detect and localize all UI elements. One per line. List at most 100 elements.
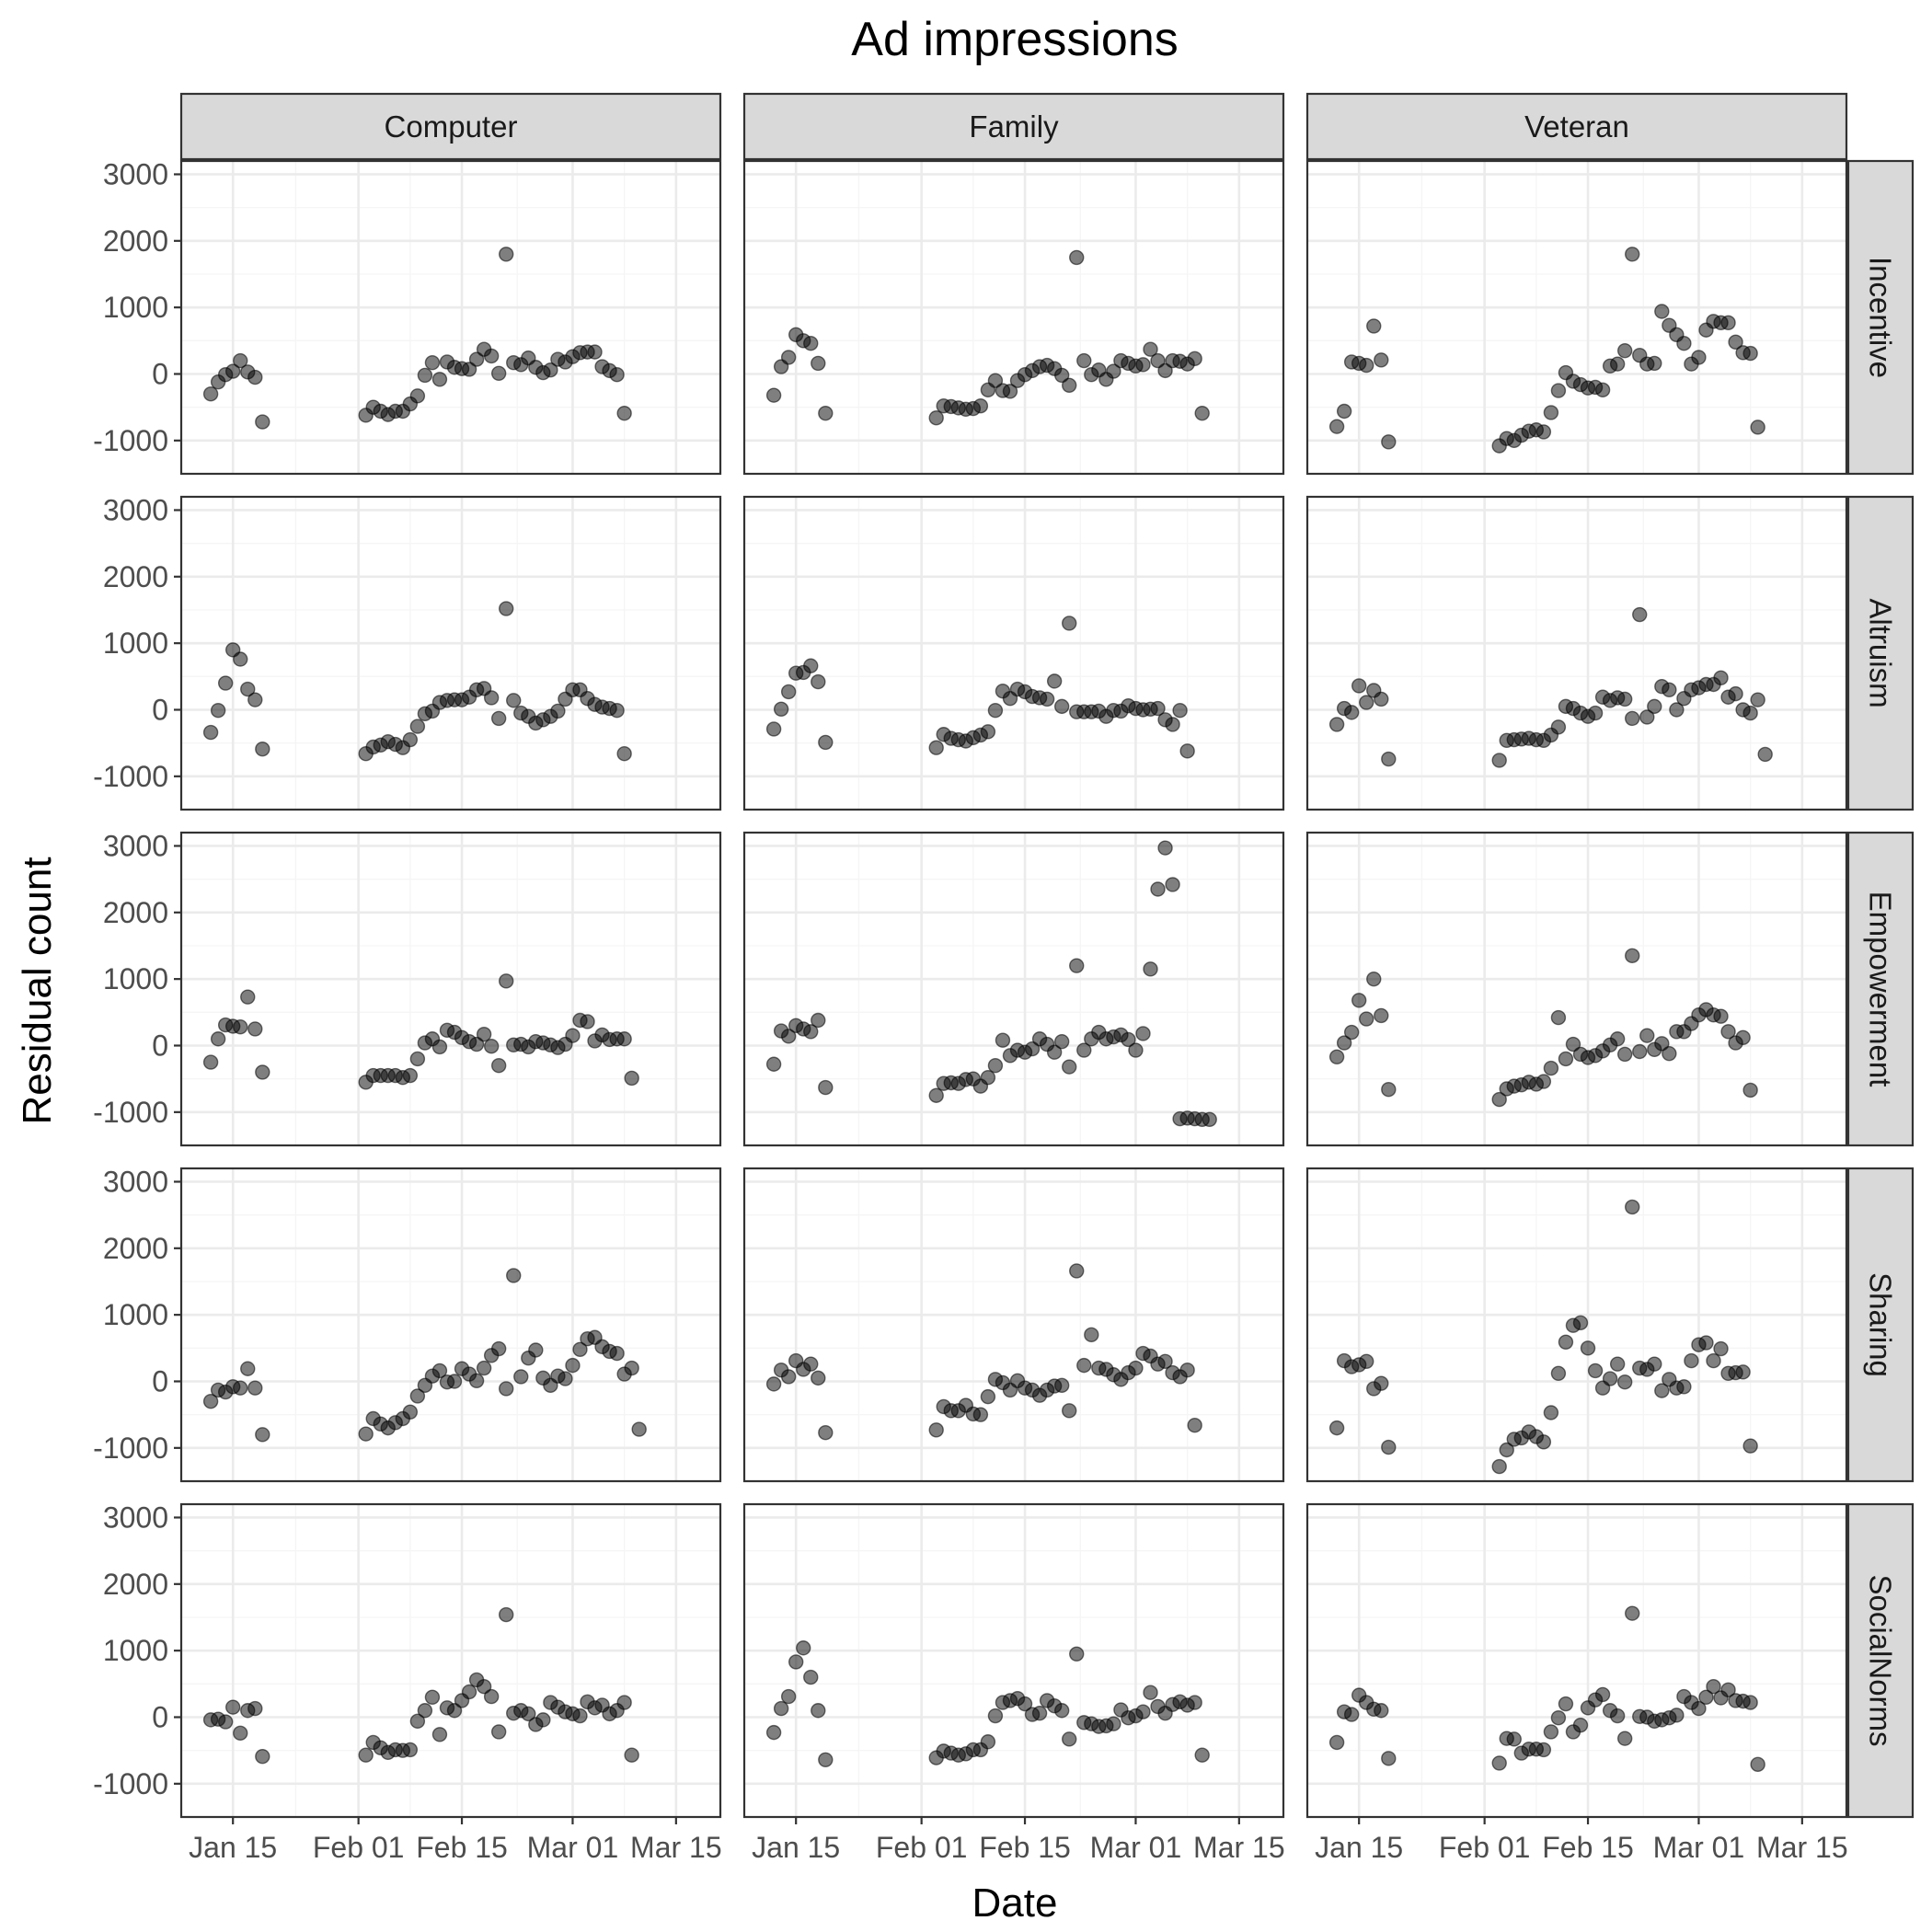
- panel-border: [1305, 1167, 1848, 1483]
- data-point: [572, 1341, 588, 1357]
- data-point: [1106, 1716, 1121, 1731]
- data-point: [1106, 363, 1121, 379]
- x-tick-label: Mar 15: [1193, 1831, 1285, 1864]
- data-point: [431, 1363, 448, 1379]
- data-point: [1543, 405, 1559, 420]
- data-point: [202, 1393, 219, 1409]
- data-point: [1157, 362, 1173, 379]
- data-point: [1187, 1695, 1202, 1710]
- panel-family-sharing: [742, 1167, 1285, 1483]
- data-point: [1720, 1024, 1736, 1040]
- data-point: [811, 1370, 826, 1386]
- data-point: [987, 703, 1004, 719]
- data-point: [476, 1026, 492, 1042]
- data-point: [1742, 345, 1758, 362]
- column-strip-family: Family: [742, 92, 1285, 161]
- x-tick-label: Feb 15: [979, 1831, 1071, 1864]
- chart-title: Ad impressions: [851, 13, 1178, 66]
- data-point: [210, 1031, 226, 1047]
- data-point: [1625, 710, 1640, 727]
- y-tick-label: 0: [152, 693, 168, 726]
- data-point: [1728, 334, 1743, 350]
- data-point: [1639, 709, 1655, 725]
- panel-background: [181, 161, 720, 474]
- y-tick-label: 1000: [103, 1298, 168, 1331]
- data-point: [609, 1345, 625, 1362]
- data-point: [1381, 1439, 1397, 1455]
- data-point: [1157, 1353, 1173, 1369]
- data-point: [1580, 1340, 1596, 1356]
- data-point: [483, 348, 500, 364]
- data-point: [1609, 1708, 1626, 1724]
- data-point: [358, 1747, 374, 1763]
- panel-computer-incentive: [179, 159, 722, 476]
- data-point: [240, 989, 256, 1005]
- data-point: [995, 1032, 1011, 1048]
- data-point: [1343, 1024, 1360, 1041]
- row-strip-sharing: Sharing: [1846, 1167, 1915, 1483]
- row-strip-incentive: Incentive: [1846, 159, 1915, 476]
- data-point: [1565, 1036, 1581, 1052]
- data-point: [1550, 1009, 1567, 1026]
- x-tick-label: Feb 01: [876, 1831, 968, 1864]
- panel-veteran-socialnorms: [1305, 1502, 1848, 1819]
- data-point: [616, 746, 632, 762]
- data-point: [773, 1700, 789, 1717]
- panel-border: [1305, 1502, 1848, 1819]
- data-point: [1031, 1705, 1048, 1721]
- data-point: [461, 1684, 477, 1700]
- data-point: [1194, 405, 1210, 421]
- data-point: [1150, 881, 1166, 897]
- data-point: [1735, 1029, 1751, 1046]
- data-point: [1343, 705, 1360, 720]
- data-point: [446, 1703, 463, 1719]
- data-point: [928, 1422, 944, 1438]
- x-tick-label: Mar 15: [630, 1831, 722, 1864]
- x-tick-label: Jan 15: [189, 1831, 277, 1864]
- data-point: [972, 398, 989, 414]
- data-point: [233, 1380, 248, 1396]
- data-point: [1742, 1695, 1758, 1710]
- data-point: [980, 1388, 996, 1405]
- data-point: [1381, 1082, 1397, 1098]
- data-point: [1143, 961, 1158, 977]
- data-point: [1735, 1364, 1751, 1380]
- data-point: [506, 693, 522, 708]
- y-tick-label: 2000: [103, 560, 168, 593]
- data-point: [565, 1028, 581, 1043]
- data-point: [1366, 971, 1382, 987]
- data-point: [1720, 315, 1736, 330]
- data-point: [1616, 1731, 1633, 1746]
- data-point: [402, 731, 419, 748]
- y-tick-label: 3000: [103, 493, 168, 526]
- data-point: [624, 1070, 639, 1087]
- data-point: [247, 369, 263, 385]
- row-strip-socialnorms: SocialNorms: [1846, 1502, 1915, 1819]
- data-point: [572, 1708, 588, 1724]
- data-point: [1076, 1042, 1092, 1058]
- data-point: [1076, 352, 1092, 369]
- data-point: [1691, 350, 1707, 365]
- data-point: [1720, 1682, 1736, 1698]
- data-point: [402, 1067, 419, 1084]
- data-point: [543, 362, 558, 378]
- data-point: [202, 724, 219, 741]
- data-point: [483, 1039, 500, 1054]
- panel-background: [1307, 497, 1846, 810]
- data-point: [490, 710, 507, 727]
- data-point: [1632, 1043, 1648, 1060]
- data-point: [1128, 1042, 1144, 1058]
- data-point: [1572, 1315, 1589, 1331]
- x-tick-label: Feb 15: [1542, 1831, 1634, 1864]
- data-point: [202, 1054, 219, 1070]
- data-point: [1543, 1060, 1559, 1076]
- data-point: [987, 1057, 1004, 1074]
- data-point: [624, 1747, 639, 1763]
- data-point: [780, 1369, 797, 1385]
- panel-background: [744, 497, 1283, 810]
- data-point: [1076, 1357, 1092, 1374]
- data-point: [483, 690, 500, 706]
- data-point: [980, 1070, 996, 1086]
- data-point: [255, 1064, 270, 1080]
- data-point: [1062, 1403, 1077, 1419]
